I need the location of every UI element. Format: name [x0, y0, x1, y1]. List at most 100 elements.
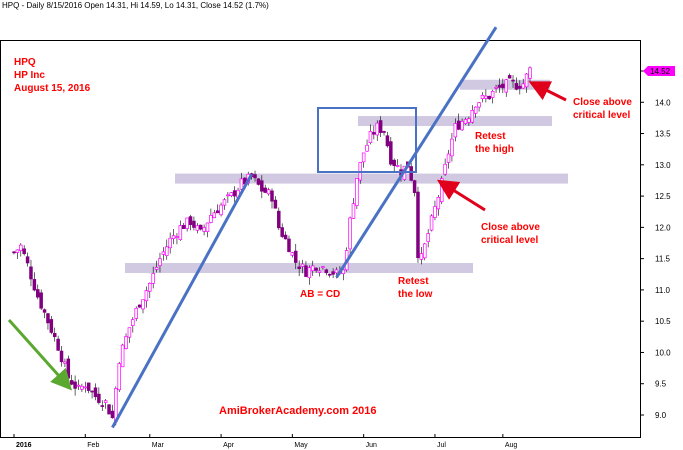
candle-body	[277, 210, 281, 229]
candle-body	[419, 253, 424, 260]
plot-frame	[0, 40, 641, 438]
candle-body	[307, 267, 312, 279]
y-tick-label: 10.5	[655, 317, 671, 326]
candle-body	[266, 189, 271, 195]
candle-body	[148, 282, 152, 292]
y-tick-label: 11.0	[655, 286, 671, 295]
candle-body	[511, 79, 515, 82]
candle-body	[463, 119, 468, 124]
candle-body	[470, 109, 475, 123]
candle-body	[341, 269, 346, 275]
x-axis: 2016 Feb Mar Apr May Jun Jul Aug	[13, 434, 518, 449]
candle-body	[297, 266, 301, 269]
annotation-retest-high: Retest the high	[475, 130, 514, 156]
candle-body	[450, 138, 454, 157]
candle-body	[232, 190, 237, 197]
candle-body	[290, 252, 295, 256]
candle-body	[518, 85, 522, 89]
y-axis: 9.0 9.5 10.0 10.5 11.0 11.5 12.0 12.5 13.0 13.5 14…	[640, 67, 671, 420]
candle-body	[212, 212, 217, 219]
candle-body	[467, 118, 471, 123]
zone-2	[358, 116, 552, 127]
y-tick-label: 13.5	[655, 130, 671, 139]
candle-body	[144, 290, 149, 302]
candle-body	[365, 144, 369, 152]
y-tick-label: 11.5	[655, 255, 671, 264]
candle-body	[137, 304, 142, 308]
annotation-retest-low: Retest the low	[398, 275, 432, 301]
candle-body	[423, 243, 427, 259]
candlesticks	[12, 66, 532, 426]
candle-body	[131, 319, 135, 326]
candle-body	[494, 87, 498, 89]
candle-body	[395, 165, 400, 167]
candle-body	[161, 251, 166, 255]
candle-body	[416, 191, 420, 259]
arrow-close-above-1	[528, 81, 567, 102]
x-tick-label: Jul	[437, 442, 446, 449]
candle-body	[351, 203, 356, 219]
candle-body	[124, 336, 128, 349]
candle-body	[19, 244, 23, 252]
annotation-close-above-2-line1: Close above	[481, 222, 540, 233]
annotation-close-above-2: Close above critical level	[481, 221, 540, 247]
zone-1	[175, 173, 568, 184]
candle-body	[477, 102, 481, 108]
x-tick-label: Feb	[87, 442, 99, 449]
candle-body	[39, 292, 43, 309]
candle-body	[49, 319, 54, 333]
candle-body	[46, 313, 50, 324]
candle-body	[273, 199, 278, 209]
candle-body	[63, 361, 67, 364]
candle-body	[433, 206, 437, 218]
candle-body	[310, 265, 315, 272]
ticker-symbol: HPQ	[14, 57, 36, 68]
candle-body	[270, 190, 274, 202]
candle-body	[256, 178, 261, 185]
x-tick-label: 2016	[16, 442, 32, 449]
candle-body	[29, 266, 33, 280]
candle-body	[93, 387, 98, 398]
y-tick-label: 13.0	[655, 161, 671, 170]
x-tick-label: May	[294, 442, 308, 449]
candle-body	[304, 265, 308, 277]
candle-body	[446, 153, 451, 163]
candle-body	[453, 123, 458, 138]
x-tick-label: Apr	[223, 442, 235, 449]
candle-body	[107, 404, 111, 415]
candle-body	[222, 199, 227, 206]
candle-body	[185, 217, 189, 229]
candle-body	[69, 380, 74, 385]
x-tick-label: Aug	[505, 442, 518, 449]
candle-body	[327, 273, 332, 276]
candle-body	[314, 267, 318, 271]
y-tick-label: 9.5	[655, 380, 667, 389]
candle-body	[283, 234, 288, 240]
x-tick-label: Jun	[366, 442, 377, 449]
x-tick-label: Mar	[152, 442, 165, 449]
arrow-close-above-2	[436, 179, 486, 212]
candle-body	[198, 224, 203, 230]
last-price-label: 14.52	[650, 67, 671, 76]
arrow-green-downtrend	[7, 319, 72, 391]
candle-body	[103, 400, 108, 403]
candle-body	[429, 215, 434, 231]
candle-body	[487, 95, 492, 100]
annotation-retest-high-line2: the high	[475, 144, 514, 155]
candle-body	[192, 220, 196, 228]
ticker-company: HP Inc	[14, 70, 45, 81]
candle-body	[202, 227, 206, 232]
candle-body	[263, 187, 267, 193]
candle-body	[473, 106, 478, 114]
candle-body	[32, 279, 37, 291]
candle-body	[412, 180, 417, 193]
annotation-retest-low-line1: Retest	[398, 276, 429, 287]
watermark: AmiBrokerAcademy.com 2016	[219, 405, 377, 417]
candle-body	[375, 122, 379, 136]
candle-body	[195, 225, 200, 231]
candle-body	[480, 94, 485, 100]
candle-body	[120, 344, 125, 368]
y-tick-label: 12.0	[655, 223, 671, 232]
ticker-date: August 15, 2016	[14, 83, 91, 94]
candle-body	[36, 289, 40, 298]
